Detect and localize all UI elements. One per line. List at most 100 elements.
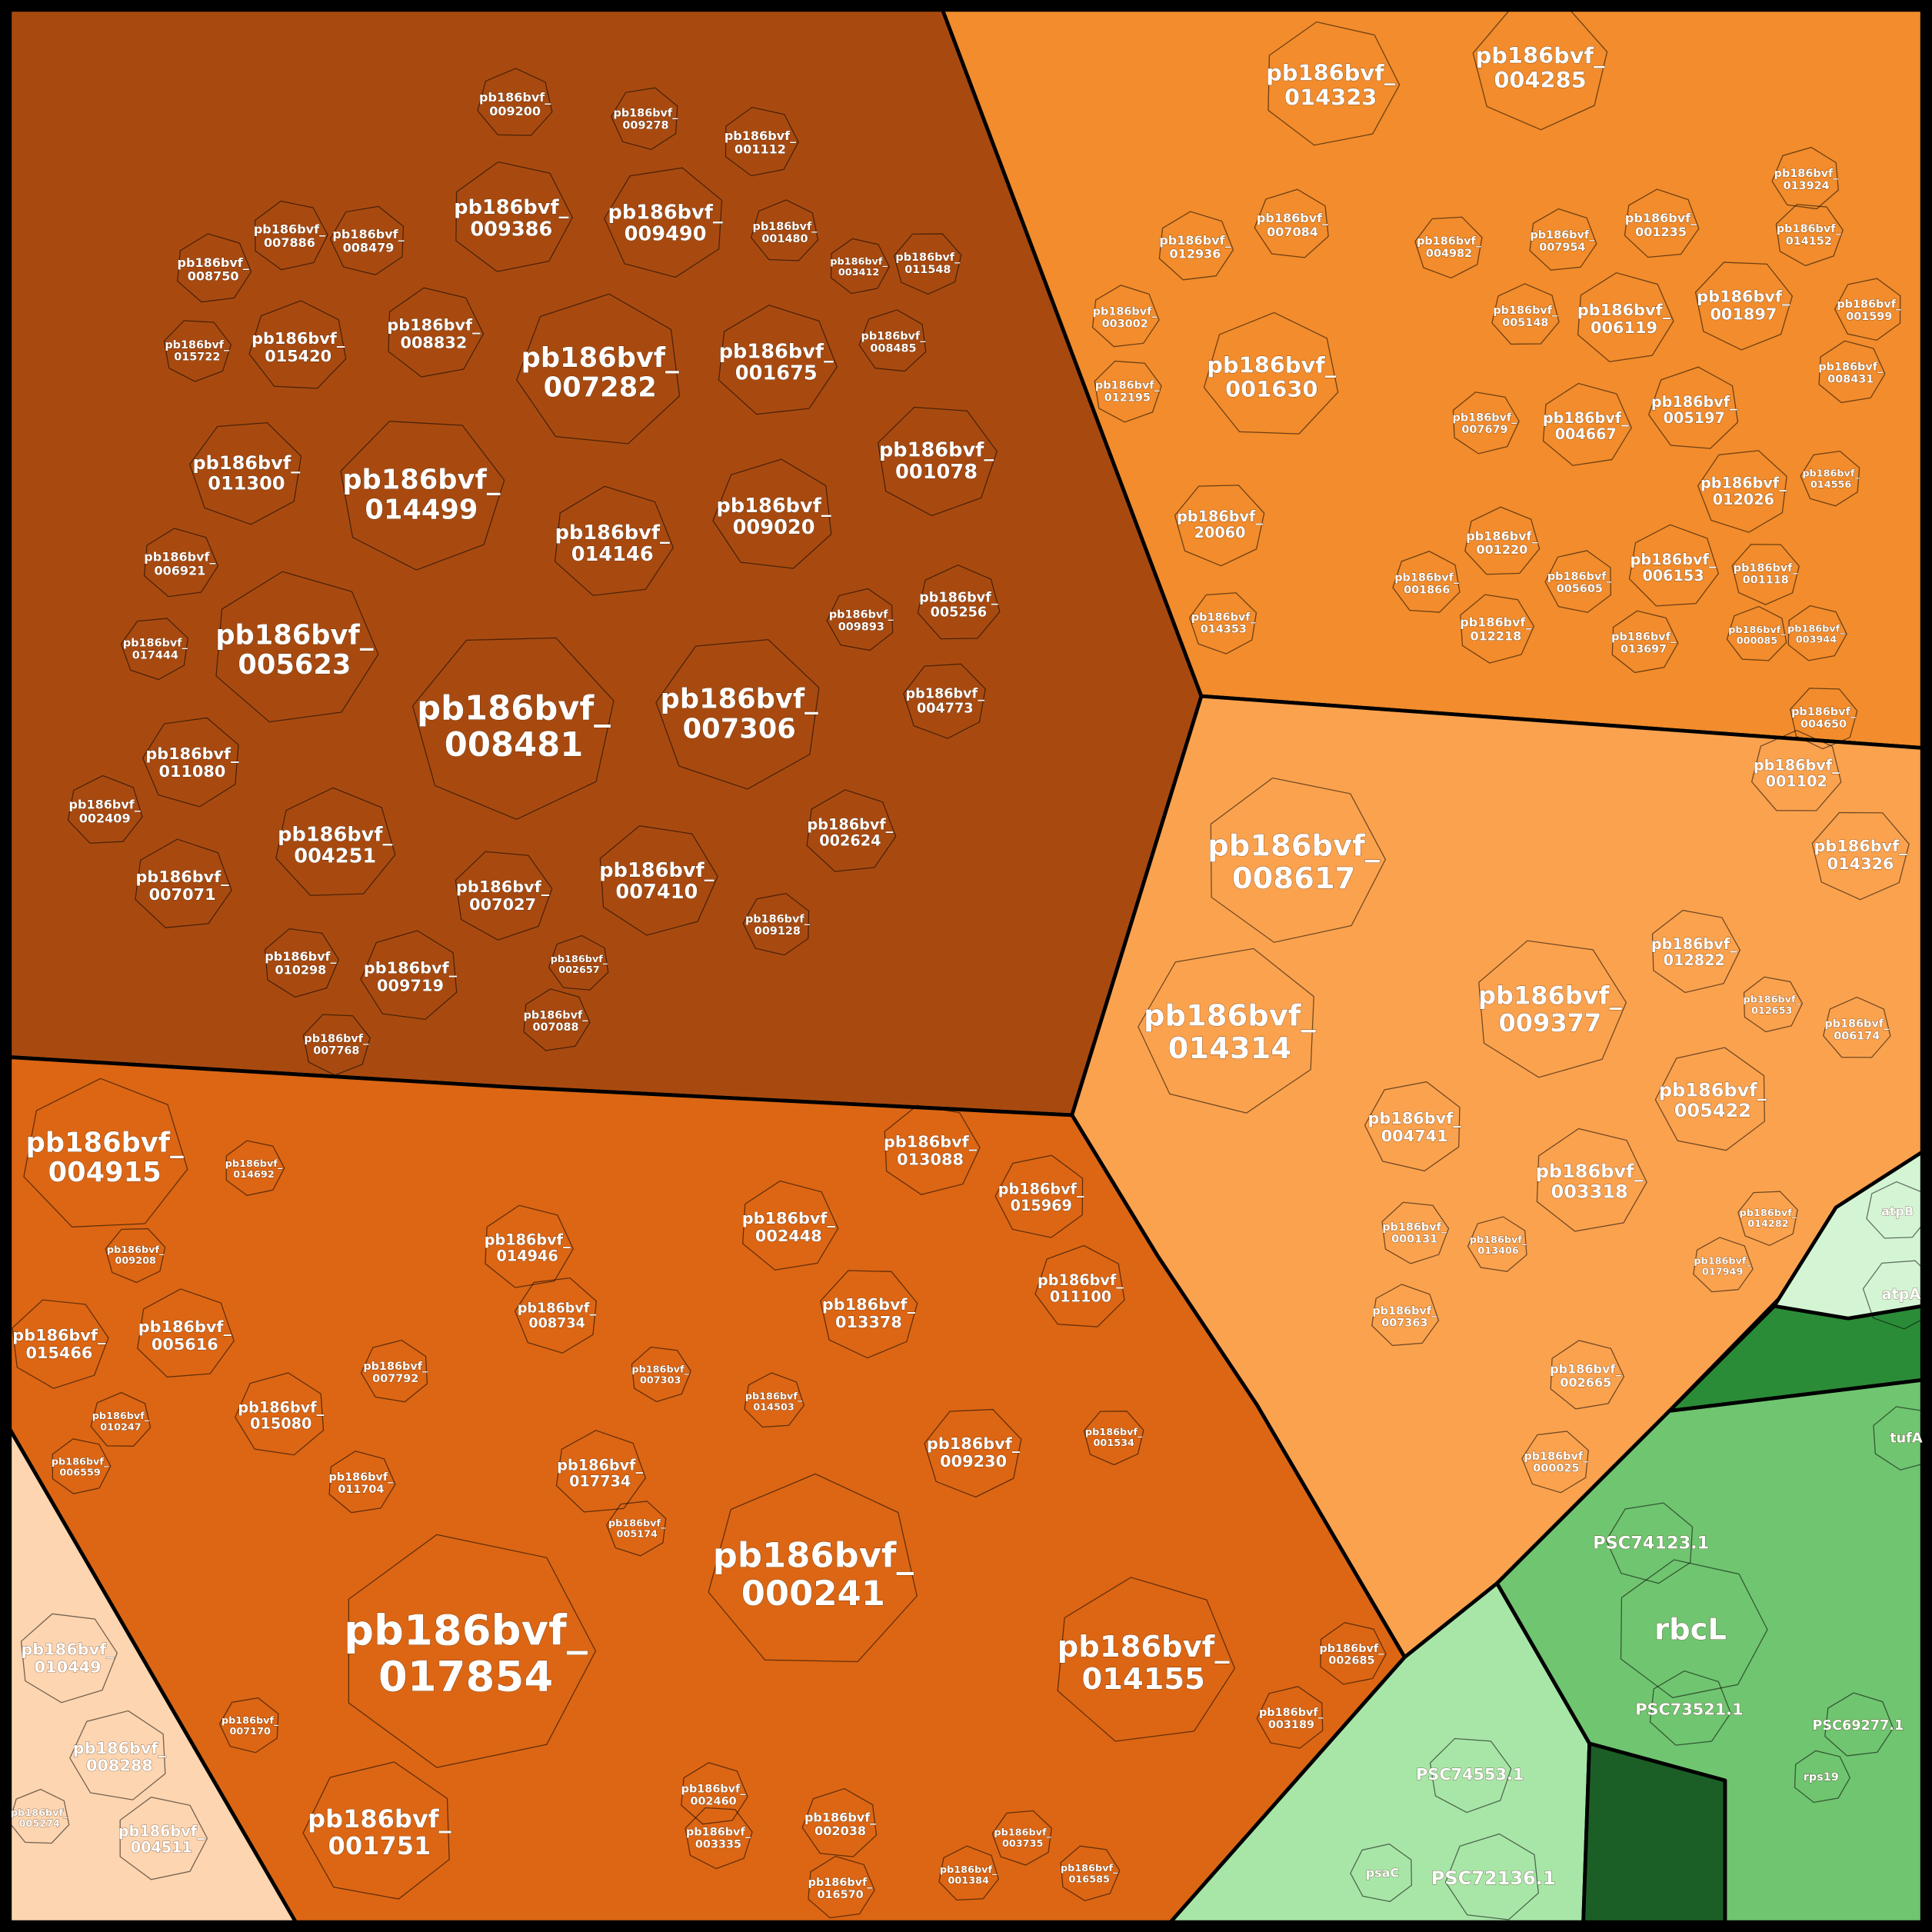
- cell: [119, 1797, 208, 1880]
- label-line: pb186bvf_: [861, 331, 927, 343]
- cell-label: pb186bvf_ 007886: [254, 222, 326, 251]
- cell-label: pb186bvf_ 001630: [1207, 351, 1336, 402]
- label-line: 001534: [1094, 1437, 1135, 1449]
- cell: [1624, 188, 1700, 258]
- label-line: pb186bvf_: [417, 690, 611, 728]
- cell-label: pb186bvf_ 001112: [724, 128, 797, 157]
- cell: [1649, 1670, 1731, 1746]
- label-line: 002624: [819, 832, 881, 850]
- cell: [1824, 1692, 1894, 1757]
- cell: [1188, 592, 1257, 655]
- label-line: pb186bvf_: [927, 1434, 1021, 1453]
- cell-label: pb186bvf_ 006921: [144, 550, 216, 578]
- label-line: pb186bvf_: [454, 196, 568, 219]
- cell: [917, 564, 1001, 640]
- label-line: 002460: [691, 1795, 737, 1807]
- cell-label: pb186bvf_ 003412: [830, 256, 888, 278]
- cell: [1536, 1128, 1647, 1232]
- label-line: 004650: [1800, 718, 1847, 731]
- cell: [1862, 1260, 1932, 1330]
- cell: [235, 1372, 325, 1456]
- label-line: pb186bvf_: [1543, 409, 1629, 427]
- cell-label: pb186bvf_ 014692: [225, 1158, 283, 1181]
- label-line: 014326: [1827, 854, 1894, 873]
- label-line: pb186bvf_: [1694, 1255, 1751, 1267]
- cell-label: pb186bvf_ 003002: [1093, 306, 1158, 331]
- cell-label: pb186bvf_ 20060: [1177, 508, 1263, 541]
- cell-label: pb186bvf_ 011704: [328, 1471, 394, 1496]
- label-line: PSC72136.1: [1431, 1867, 1556, 1889]
- cell: [991, 1810, 1053, 1866]
- cell: [120, 618, 188, 681]
- label-line: pb186bvf_: [222, 1715, 279, 1727]
- label-line: pb186bvf_: [192, 452, 301, 474]
- label-line: 008734: [528, 1316, 585, 1331]
- label-line: 002448: [755, 1227, 822, 1245]
- label-line: 012218: [1470, 628, 1521, 643]
- label-line: pb186bvf_: [456, 878, 550, 896]
- cell-label: atpA: [1882, 1285, 1921, 1303]
- cell-label: pb186bvf_ 009893: [829, 609, 894, 634]
- cell: [808, 1855, 875, 1919]
- cell-label: pb186bvf_ 010298: [265, 949, 337, 978]
- label-line: 012653: [1751, 1005, 1792, 1017]
- label-line: 001897: [1710, 305, 1777, 323]
- cell: [1611, 610, 1679, 674]
- label-line: 004741: [1381, 1127, 1448, 1145]
- cell: [12, 1299, 109, 1389]
- cell-label: pb186bvf_ 014326: [1814, 837, 1907, 873]
- cell: [143, 528, 219, 598]
- label-line: 009386: [470, 218, 552, 241]
- cell: [877, 406, 998, 517]
- label-line: pb186bvf_: [994, 1827, 1051, 1839]
- label-line: 005256: [931, 605, 988, 621]
- cell: [1529, 208, 1597, 271]
- cell: [1693, 1237, 1754, 1293]
- label-line: 015466: [25, 1344, 92, 1362]
- label-line: 004773: [917, 701, 974, 717]
- label-line: 20060: [1194, 524, 1246, 541]
- label-line: pb186bvf_: [521, 342, 680, 374]
- label-line: pb186bvf_: [178, 255, 250, 270]
- label-line: 003002: [1102, 318, 1148, 330]
- label-line: rbcL: [1654, 1612, 1727, 1647]
- label-line: 007768: [313, 1045, 359, 1058]
- label-line: pb186bvf_: [1038, 1271, 1124, 1289]
- cell-label: pb186bvf_ 014503: [745, 1391, 803, 1414]
- label-line: pb186bvf_: [1177, 508, 1263, 525]
- label-line: 000025: [1533, 1463, 1579, 1475]
- cell: [264, 928, 340, 998]
- label-line: pb186bvf_: [1777, 223, 1842, 235]
- label-line: pb186bvf_: [69, 798, 142, 812]
- cell: [1203, 311, 1339, 435]
- label-line: 013378: [835, 1313, 902, 1331]
- cell-label: pb186bvf_ 017854: [344, 1606, 588, 1701]
- label-line: pb186bvf_: [278, 824, 392, 847]
- label-line: tufA: [1890, 1431, 1923, 1447]
- label-line: pb186bvf_: [716, 495, 831, 518]
- cell: [67, 774, 143, 844]
- label-line: 007679: [1461, 424, 1507, 436]
- label-line: 003318: [1551, 1181, 1627, 1203]
- label-line: pb186bvf_: [742, 1209, 836, 1227]
- label-line: 008617: [1232, 861, 1355, 896]
- cell: [248, 300, 347, 389]
- cell-label: PSC74553.1: [1416, 1765, 1524, 1784]
- label-line: 014314: [1168, 1031, 1291, 1066]
- label-line: 015080: [250, 1414, 311, 1432]
- cell-label: pb186bvf_ 009278: [614, 108, 679, 132]
- label-line: 010298: [275, 962, 326, 977]
- cell-label: pb186bvf_ 007306: [661, 684, 819, 745]
- cell-label: pb186bvf_ 000131: [1382, 1221, 1447, 1246]
- label-line: 007886: [264, 235, 315, 250]
- label-line: 009128: [754, 925, 801, 938]
- cell-label: pb186bvf_ 007170: [222, 1715, 279, 1737]
- cell: [1775, 204, 1844, 267]
- label-line: 007170: [229, 1726, 271, 1737]
- cell-label: pb186bvf_ 001078: [879, 439, 994, 484]
- label-line: 007282: [544, 372, 657, 404]
- label-line: 001118: [1743, 575, 1789, 587]
- label-line: pb186bvf_: [1651, 935, 1737, 953]
- cell: [1452, 391, 1520, 455]
- cell: [177, 233, 252, 303]
